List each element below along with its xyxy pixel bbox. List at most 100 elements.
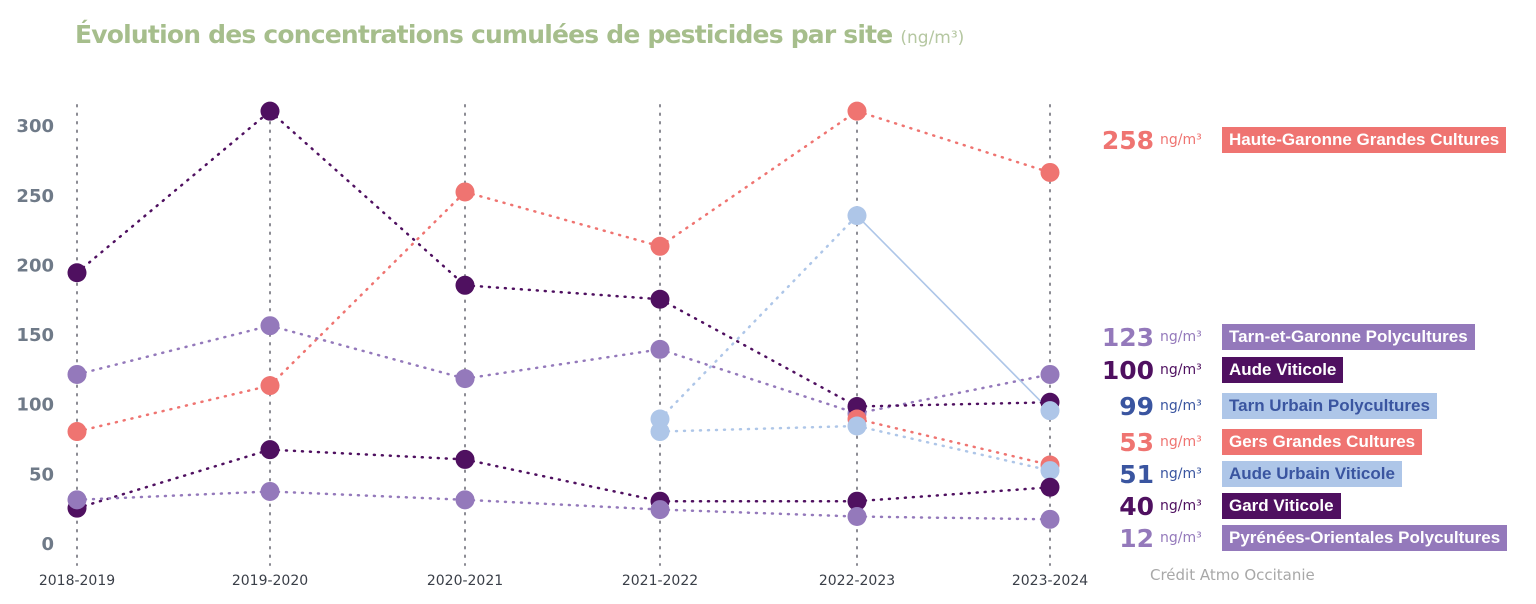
y-tick-label: 300 <box>16 116 54 137</box>
series-line <box>75 448 272 510</box>
data-point <box>847 206 867 226</box>
title-text: Évolution des concentrations cumulées de… <box>75 20 893 49</box>
data-point <box>455 182 475 202</box>
data-point <box>650 236 670 256</box>
legend-value: 53 <box>1119 427 1154 457</box>
x-tick-label: 2019-2020 <box>232 573 308 589</box>
data-point <box>1040 461 1060 481</box>
chart-title: Évolution des concentrations cumulées de… <box>75 20 964 49</box>
data-point <box>67 422 87 442</box>
y-tick-label: 0 <box>41 534 54 555</box>
data-point <box>847 416 867 436</box>
series-line <box>268 109 467 287</box>
legend-series-name: Aude Urbain Viticole <box>1222 461 1402 487</box>
legend-item: 99 ng/m³ Tarn Urbain Polycultures <box>1090 391 1520 421</box>
series-line <box>855 515 1052 521</box>
series-line <box>463 498 662 511</box>
legend-unit: ng/m³ <box>1160 466 1202 482</box>
x-tick-label: 2022-2023 <box>819 573 895 589</box>
data-point <box>260 481 280 501</box>
data-point <box>455 369 475 389</box>
data-point <box>455 490 475 510</box>
data-point <box>1040 162 1060 182</box>
legend-item: 123 ng/m³ Tarn-et-Garonne Polycultures <box>1090 322 1520 352</box>
legend-value: 123 <box>1101 322 1154 352</box>
y-tick-label: 200 <box>16 255 54 276</box>
series-line <box>855 401 1052 408</box>
legend-item: 51 ng/m³ Aude Urbain Viticole <box>1090 460 1520 489</box>
legend-series-name: Pyrénées-Orientales Polycultures <box>1222 525 1508 551</box>
legend-unit: ng/m³ <box>1160 530 1202 546</box>
title-unit: (ng/m³) <box>900 28 965 48</box>
series-line <box>463 458 662 503</box>
data-point <box>650 422 670 442</box>
legend-series-name: Gers Grandes Cultures <box>1222 429 1423 455</box>
series-line <box>855 109 1052 174</box>
data-point <box>455 449 475 469</box>
legend-item: 100 ng/m³ Aude Viticole <box>1090 355 1520 385</box>
y-tick-label: 150 <box>16 325 54 346</box>
legend-unit: ng/m³ <box>1160 398 1202 414</box>
data-point <box>260 101 280 121</box>
legend-unit: ng/m³ <box>1160 132 1202 148</box>
legend-value: 258 <box>1101 125 1154 155</box>
x-tick-label: 2020-2021 <box>427 573 503 589</box>
series-line <box>658 508 859 518</box>
legend-value: 40 <box>1119 491 1154 521</box>
series-line <box>463 190 662 248</box>
credit: Crédit Atmo Occitanie <box>1150 566 1315 584</box>
legend-item: 12 ng/m³ Pyrénées-Orientales Polycultures <box>1090 523 1520 553</box>
data-point <box>67 263 87 283</box>
legend-series-name: Gard Viticole <box>1222 493 1341 519</box>
series-line <box>855 486 1052 503</box>
series-line <box>658 109 859 248</box>
series-line <box>75 384 272 433</box>
data-point <box>847 507 867 527</box>
data-point <box>260 440 280 460</box>
y-tick-label: 250 <box>16 186 54 207</box>
legend-unit: ng/m³ <box>1160 362 1202 378</box>
series-line <box>268 190 467 387</box>
data-point <box>650 289 670 309</box>
x-tick-label: 2021-2022 <box>622 573 698 589</box>
data-point <box>650 500 670 520</box>
legend-series-name: Tarn-et-Garonne Polycultures <box>1222 324 1475 350</box>
x-tick-label: 2018-2019 <box>39 573 115 589</box>
legend-item: 53 ng/m³ Gers Grandes Cultures <box>1090 427 1520 457</box>
series-line <box>268 324 467 380</box>
legend-unit: ng/m³ <box>1160 434 1202 450</box>
legend-series-name: Haute-Garonne Grandes Cultures <box>1222 127 1507 153</box>
y-tick-label: 100 <box>16 395 54 416</box>
legend-item: 258 ng/m³ Haute-Garonne Grandes Cultures <box>1090 125 1520 155</box>
data-point <box>1040 477 1060 497</box>
legend-value: 99 <box>1119 391 1154 421</box>
series-line <box>856 214 1051 412</box>
data-point <box>455 275 475 295</box>
y-tick-label: 50 <box>29 464 54 485</box>
x-tick-label: 2023-2024 <box>1012 573 1088 589</box>
legend-unit: ng/m³ <box>1160 498 1202 514</box>
legend-value: 12 <box>1119 523 1154 553</box>
series-line <box>658 297 859 408</box>
data-point <box>67 490 87 510</box>
series-line <box>658 348 859 415</box>
data-point <box>260 316 280 336</box>
data-point <box>847 101 867 121</box>
series-line <box>658 424 859 433</box>
series-line <box>268 490 467 502</box>
data-point <box>1040 401 1060 421</box>
series-line <box>855 424 1052 472</box>
data-point <box>260 376 280 396</box>
series-line <box>658 214 859 421</box>
data-point <box>67 364 87 384</box>
series-line <box>855 417 1052 467</box>
data-point <box>1040 509 1060 529</box>
series-line <box>463 348 662 380</box>
series-line <box>463 284 662 301</box>
legend-value: 100 <box>1101 355 1154 385</box>
legend-unit: ng/m³ <box>1160 329 1202 345</box>
legend-series-name: Aude Viticole <box>1222 357 1344 383</box>
data-point <box>650 339 670 359</box>
series-line <box>75 109 272 275</box>
